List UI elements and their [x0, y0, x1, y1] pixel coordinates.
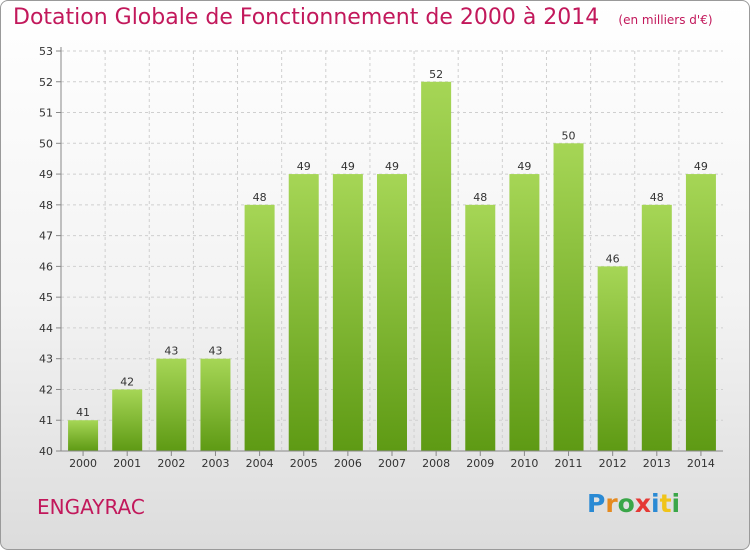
x-tick-label-2008: 2008: [422, 457, 450, 470]
data-label-2008: 52: [429, 68, 443, 81]
y-tick-label: 52: [39, 76, 53, 89]
logo-letter: r: [605, 489, 618, 518]
logo-letter: i: [651, 489, 660, 518]
data-label-2009: 48: [473, 191, 487, 204]
x-tick-label-2014: 2014: [687, 457, 715, 470]
bar-2013: [641, 204, 672, 451]
bar-2014: [685, 174, 716, 452]
chart-title: Dotation Globale de Fonctionnement de 20…: [13, 5, 600, 30]
data-label-2010: 49: [517, 160, 531, 173]
y-tick-label: 41: [39, 414, 53, 427]
logo-letter: P: [587, 489, 606, 518]
bar-2006: [332, 174, 363, 452]
data-label-2000: 41: [76, 406, 90, 419]
x-tick-label-2007: 2007: [378, 457, 406, 470]
data-label-2013: 48: [650, 191, 664, 204]
bar-2004: [244, 204, 275, 451]
bar-2000: [68, 420, 99, 451]
bar-2010: [509, 174, 540, 452]
x-tick-label-2013: 2013: [643, 457, 671, 470]
y-tick-label: 51: [39, 107, 53, 120]
bar-2012: [597, 266, 628, 451]
chart-header: Dotation Globale de Fonctionnement de 20…: [13, 5, 713, 30]
y-tick-label: 47: [39, 230, 53, 243]
bar-2005: [288, 174, 319, 452]
data-label-2014: 49: [694, 160, 708, 173]
bar-2002: [156, 358, 187, 451]
bar-2011: [553, 143, 584, 452]
y-tick-label: 48: [39, 199, 53, 212]
labels: 41 42 43 43 48 49 49 49 52 48 49 50 46 48 49: [76, 68, 708, 419]
x-tick-label-2003: 2003: [201, 457, 229, 470]
x-tick-label-2002: 2002: [157, 457, 185, 470]
data-label-2007: 49: [385, 160, 399, 173]
bars: [68, 81, 716, 452]
y-tick-label: 45: [39, 291, 53, 304]
x-tick-label-2001: 2001: [113, 457, 141, 470]
bar-2008: [421, 81, 452, 452]
bar-2009: [465, 204, 496, 451]
y-tick-label: 46: [39, 260, 53, 273]
x-tick-label-2010: 2010: [510, 457, 538, 470]
commune-name: ENGAYRAC: [37, 495, 145, 519]
data-label-2006: 49: [341, 160, 355, 173]
x-tick-label-2012: 2012: [599, 457, 627, 470]
x-tick-label-2005: 2005: [290, 457, 318, 470]
y-tick-label: 43: [39, 353, 53, 366]
proxiti-logo: Proxiti: [587, 489, 680, 518]
data-label-2002: 43: [164, 345, 178, 358]
data-label-2001: 42: [120, 375, 134, 388]
logo-letter: i: [671, 489, 681, 518]
x-tick-label-2009: 2009: [466, 457, 494, 470]
data-label-2004: 48: [253, 191, 267, 204]
y-tick-label: 50: [39, 137, 53, 150]
y-tick-label: 49: [39, 168, 53, 181]
y-tick-label: 53: [39, 45, 53, 58]
x-tick-label-2006: 2006: [334, 457, 362, 470]
y-tick-label: 44: [39, 322, 53, 335]
bar-2007: [377, 174, 407, 452]
x-tick-label-2000: 2000: [69, 457, 97, 470]
bar-2003: [200, 358, 231, 451]
axes: 40 41 42 43 44 45 46 47 48 49 50 51 52 53 2000 2001 2002…: [39, 45, 723, 470]
data-label-2003: 43: [208, 345, 222, 358]
logo-letter: o: [617, 489, 635, 518]
bar-2001: [112, 389, 143, 451]
logo-letter: t: [659, 489, 672, 518]
data-label-2012: 46: [606, 252, 620, 265]
chart-subtitle: (en milliers d'€): [618, 13, 713, 27]
data-label-2011: 50: [562, 129, 576, 142]
logo-letter: x: [634, 489, 651, 518]
x-tick-label-2004: 2004: [246, 457, 274, 470]
y-tick-label: 40: [39, 445, 53, 458]
data-label-2005: 49: [297, 160, 311, 173]
y-tick-label: 42: [39, 383, 53, 396]
x-tick-label-2011: 2011: [555, 457, 583, 470]
